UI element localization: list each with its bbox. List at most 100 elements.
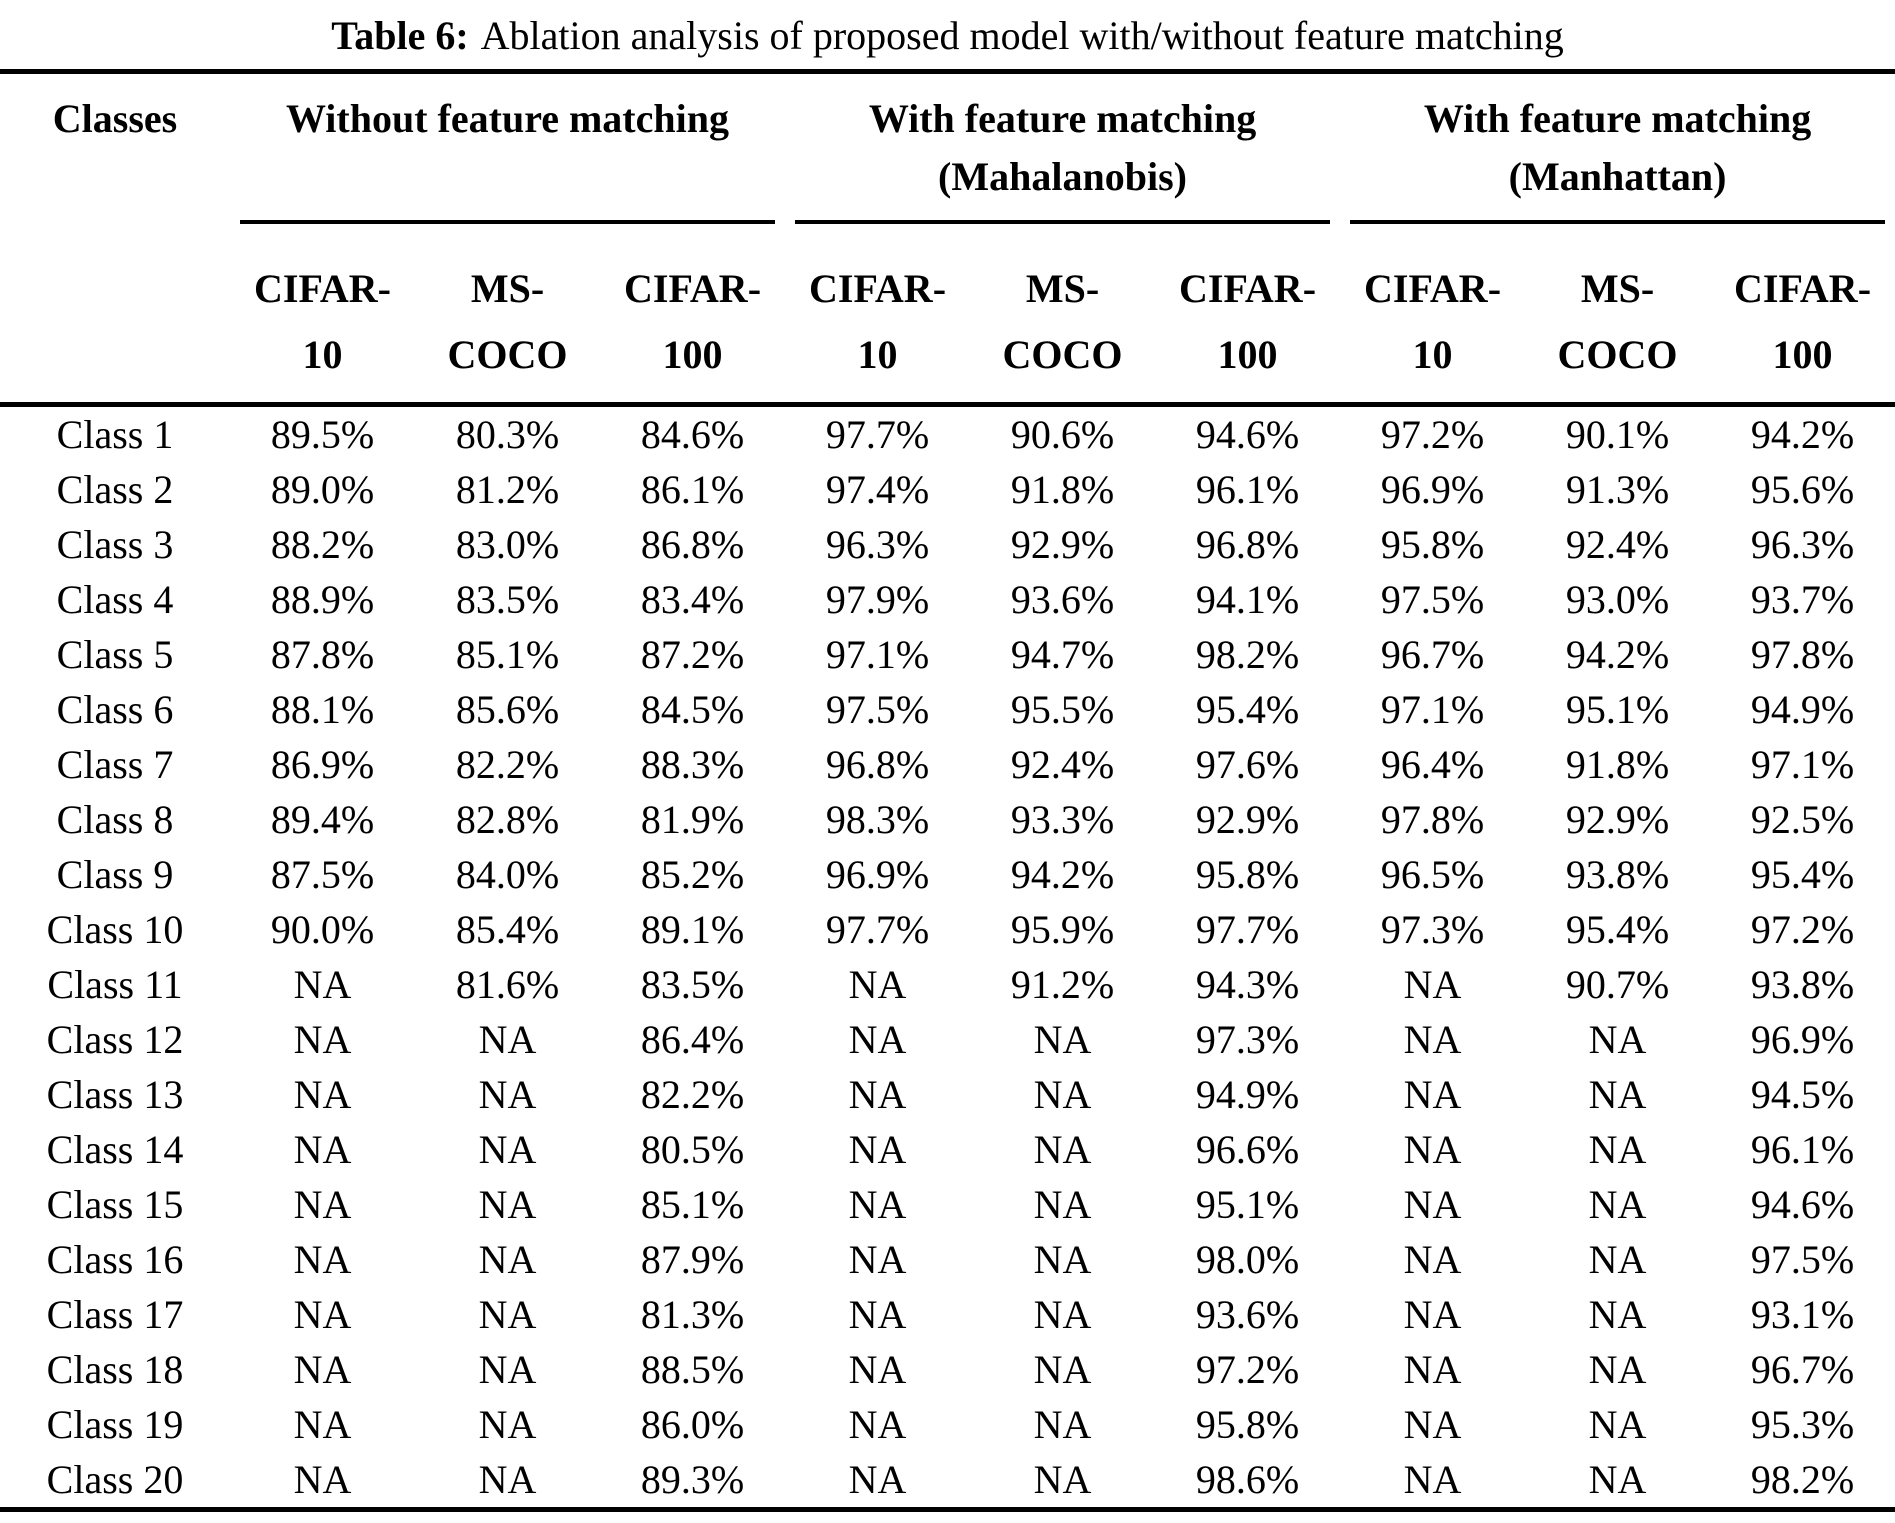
column-header-cifar10: CIFAR- 10 [1340, 224, 1526, 407]
cell-value: 86.4% [640, 1017, 745, 1062]
table-body: Class 1 89.5% 80.3% 84.6% 97.7% 90.6% 94… [0, 405, 1895, 1510]
cell-value: 96.5% [1380, 852, 1485, 897]
cell-value: 97.5% [1380, 577, 1485, 622]
cell-value: 85.1% [640, 1182, 745, 1227]
table-row: Class 12 NA NA 86.4% NA NA 97.3% NA NA 9… [0, 1012, 1895, 1067]
ablation-table: Classes Without feature matching With fe… [0, 69, 1895, 1512]
cell-value: 88.1% [270, 687, 375, 732]
cell-value: 95.3% [1750, 1402, 1855, 1447]
table-caption-text: Ablation analysis of proposed model with… [480, 13, 1564, 58]
cell-value: NA [848, 1237, 907, 1282]
cell-value: 94.9% [1750, 687, 1855, 732]
cell-value: 95.4% [1195, 687, 1300, 732]
cell-value: 94.7% [1010, 632, 1115, 677]
column-header-mscoco: MS- COCO [1525, 224, 1711, 407]
cell-value: 97.1% [825, 632, 930, 677]
cell-value: 96.8% [825, 742, 930, 787]
cell-value: 86.9% [270, 742, 375, 787]
row-label: Class 9 [56, 852, 174, 897]
cell-value: 97.2% [1380, 412, 1485, 457]
row-label: Class 17 [46, 1292, 184, 1337]
cell-value: 95.1% [1195, 1182, 1300, 1227]
cell-value: 89.4% [270, 797, 375, 842]
cell-value: 96.3% [1750, 522, 1855, 567]
cell-value: 93.7% [1750, 577, 1855, 622]
cell-value: 93.6% [1010, 577, 1115, 622]
cell-value: 95.6% [1750, 467, 1855, 512]
column-header-cifar10: CIFAR- 10 [785, 224, 971, 407]
cell-value: NA [293, 1182, 352, 1227]
cell-value: 82.2% [455, 742, 560, 787]
cell-value: NA [478, 1072, 537, 1117]
cell-value: NA [1033, 1237, 1092, 1282]
cell-value: 97.8% [1750, 632, 1855, 677]
row-label: Class 6 [56, 687, 174, 732]
cell-value: 88.2% [270, 522, 375, 567]
cell-value: NA [1588, 1072, 1647, 1117]
group-header-with-feature-matching-manhattan: With feature matching (Manhattan) [1340, 72, 1895, 224]
table-row: Class 20 NA NA 89.3% NA NA 98.6% NA NA 9… [0, 1452, 1895, 1510]
cell-value: NA [848, 1017, 907, 1062]
cell-value: NA [1403, 1182, 1462, 1227]
column-header-mscoco: MS- COCO [415, 224, 600, 407]
cell-value: 96.9% [1380, 467, 1485, 512]
row-label: Class 5 [56, 632, 174, 677]
group-subtitle [240, 148, 775, 206]
cell-value: 96.7% [1750, 1347, 1855, 1392]
cell-value: 94.6% [1195, 412, 1300, 457]
cell-value: 81.6% [455, 962, 560, 1007]
cell-value: NA [478, 1292, 537, 1337]
cell-value: 96.1% [1750, 1127, 1855, 1172]
cell-value: NA [293, 1072, 352, 1117]
cell-value: 89.3% [640, 1457, 745, 1502]
column-header-cifar100: CIFAR- 100 [600, 224, 786, 407]
cell-value: 84.6% [640, 412, 745, 457]
cell-value: 83.5% [640, 962, 745, 1007]
cell-value: 96.6% [1195, 1127, 1300, 1172]
cell-value: 90.6% [1010, 412, 1115, 457]
cell-value: NA [1403, 962, 1462, 1007]
cell-value: 82.2% [640, 1072, 745, 1117]
cell-value: 90.7% [1565, 962, 1670, 1007]
table-row: Class 18 NA NA 88.5% NA NA 97.2% NA NA 9… [0, 1342, 1895, 1397]
column-header-mscoco: MS- COCO [970, 224, 1156, 407]
column-header-cifar100: CIFAR- 100 [1710, 224, 1895, 407]
row-label: Class 18 [46, 1347, 184, 1392]
cell-value: NA [293, 1292, 352, 1337]
cell-value: 89.5% [270, 412, 375, 457]
cell-value: NA [1588, 1347, 1647, 1392]
table-row: Class 8 89.4% 82.8% 81.9% 98.3% 93.3% 92… [0, 792, 1895, 847]
cell-value: NA [1588, 1182, 1647, 1227]
cell-value: NA [848, 1292, 907, 1337]
cell-value: NA [1403, 1237, 1462, 1282]
cell-value: 97.4% [825, 467, 930, 512]
cell-value: NA [1588, 1402, 1647, 1447]
group-subtitle: (Mahalanobis) [938, 154, 1187, 199]
cell-value: 95.4% [1565, 907, 1670, 952]
table-row: Class 10 90.0% 85.4% 89.1% 97.7% 95.9% 9… [0, 902, 1895, 957]
cell-value: 94.6% [1750, 1182, 1855, 1227]
cell-value: NA [478, 1127, 537, 1172]
cell-value: 97.8% [1380, 797, 1485, 842]
cell-value: 87.9% [640, 1237, 745, 1282]
cell-value: NA [1403, 1457, 1462, 1502]
group-title: With feature matching [1423, 96, 1812, 141]
cell-value: NA [1403, 1292, 1462, 1337]
cell-value: NA [478, 1237, 537, 1282]
cell-value: 97.2% [1195, 1347, 1300, 1392]
cell-value: 93.0% [1565, 577, 1670, 622]
cell-value: 80.5% [640, 1127, 745, 1172]
cell-value: NA [848, 1072, 907, 1117]
cell-value: 89.0% [270, 467, 375, 512]
cell-value: 96.9% [825, 852, 930, 897]
cell-value: NA [848, 1347, 907, 1392]
cell-value: 96.8% [1195, 522, 1300, 567]
row-label: Class 19 [46, 1402, 184, 1447]
cell-value: 95.8% [1195, 1402, 1300, 1447]
table-row: Class 17 NA NA 81.3% NA NA 93.6% NA NA 9… [0, 1287, 1895, 1342]
cell-value: 81.2% [455, 467, 560, 512]
cell-value: 97.3% [1195, 1017, 1300, 1062]
table-row: Class 14 NA NA 80.5% NA NA 96.6% NA NA 9… [0, 1122, 1895, 1177]
cell-value: NA [478, 1402, 537, 1447]
